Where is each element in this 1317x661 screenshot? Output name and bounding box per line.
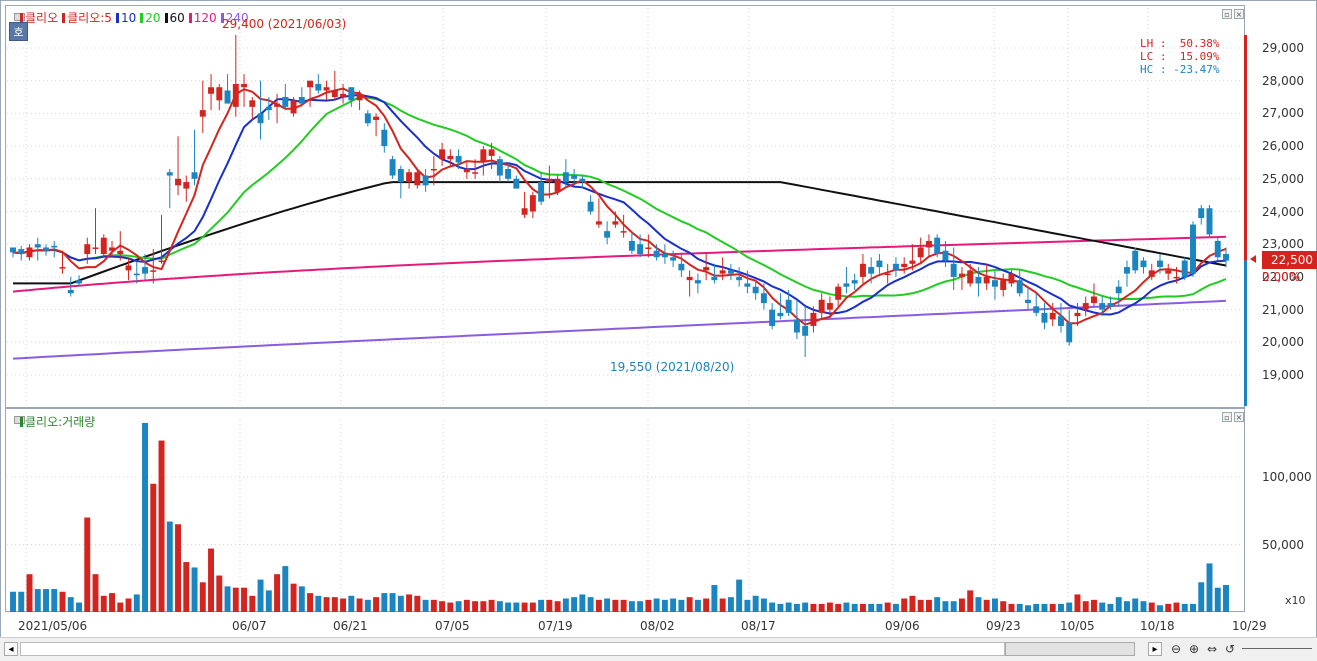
legend-marker-icon <box>164 13 168 23</box>
legend-item[interactable]: 240 <box>220 11 249 25</box>
legend-item[interactable]: 60 <box>164 11 185 25</box>
price-tick-label: 28,000 <box>1262 73 1304 88</box>
price-tick-label: 22,000 <box>1262 269 1304 284</box>
date-tick-label: 10/05 <box>1060 619 1095 633</box>
current-change-label: 0.00% <box>1262 270 1301 284</box>
date-tick-label: 07/19 <box>538 619 573 633</box>
price-tick-label: 29,000 <box>1262 41 1304 55</box>
fit-icon[interactable]: ⇔ <box>1206 642 1218 656</box>
legend-item[interactable]: 클리오:5 <box>62 11 112 25</box>
price-chart-pane[interactable]: 클리오 클리오:5 10 20 60 120 240 ▫ × <box>5 5 1245 408</box>
legend-marker-icon <box>20 13 23 23</box>
reset-icon[interactable]: ↺ <box>1224 642 1236 656</box>
legend-marker-icon <box>140 13 144 23</box>
date-tick-label: 10/18 <box>1140 619 1175 633</box>
zoom-in-icon[interactable]: ⊕ <box>1188 642 1200 656</box>
legend-marker-icon <box>220 13 224 23</box>
scroll-track[interactable] <box>20 642 1005 656</box>
legend-label: 240 <box>225 11 249 25</box>
price-tick-label: 20,000 <box>1262 335 1304 350</box>
scroll-left-icon[interactable]: ◂ <box>4 642 18 656</box>
stat-lh: LH : 50.38% <box>1140 37 1220 50</box>
legend-label: 20 <box>145 11 161 25</box>
date-tick-label: 08/02 <box>640 619 675 633</box>
pane-menu-icon[interactable] <box>14 13 25 21</box>
legend-label: 클리오 <box>25 11 59 25</box>
zoom-out-icon[interactable]: ⊖ <box>1170 642 1182 656</box>
legend-item[interactable]: 120 <box>188 11 217 25</box>
zoom-slider[interactable] <box>1242 648 1312 649</box>
date-tick-label: 08/17 <box>741 619 776 633</box>
close-icon[interactable]: × <box>1234 412 1244 422</box>
stat-hc: HC : -23.47% <box>1140 63 1220 76</box>
stat-lc: LC : 15.09% <box>1140 50 1220 63</box>
high-annotation: 29,400 (2021/06/03) <box>222 17 347 31</box>
volume-label: 클리오:거래량 <box>25 415 96 429</box>
legend-item[interactable]: 10 <box>115 11 137 25</box>
legend-label: 10 <box>120 11 137 25</box>
date-tick-label: 09/23 <box>986 619 1021 633</box>
legend-marker-icon <box>115 13 119 23</box>
price-tick-label: 26,000 <box>1262 139 1304 154</box>
range-stats: LH : 50.38% LC : 15.09% HC : -23.47% <box>1140 37 1219 76</box>
price-tick-label: 25,000 <box>1262 171 1304 186</box>
date-tick-label: 06/07 <box>232 619 267 633</box>
date-tick-label: 07/05 <box>435 619 470 633</box>
price-legend: 클리오 클리오:5 10 20 60 120 240 <box>20 9 253 26</box>
volume-unit-label: x10 <box>1285 594 1306 607</box>
legend-label: 60 <box>169 11 185 25</box>
low-annotation: 19,550 (2021/08/20) <box>610 360 735 374</box>
legend-label: 120 <box>193 11 217 25</box>
horizontal-scrollbar[interactable]: ◂ ▸ <box>0 637 1317 661</box>
volume-chart-pane[interactable]: 클리오:거래량 ▫ × <box>5 408 1245 612</box>
scroll-thumb[interactable] <box>1005 642 1135 656</box>
close-icon[interactable]: × <box>1234 9 1244 19</box>
volume-tick-label: 100,000 <box>1262 470 1312 484</box>
legend-item[interactable]: 클리오 <box>20 11 58 25</box>
current-price-label: 22,500 <box>1262 251 1317 269</box>
date-tick-label: 2021/05/06 <box>18 619 88 633</box>
price-tick-label: 21,000 <box>1262 302 1304 317</box>
pane-menu-icon[interactable] <box>14 416 25 424</box>
volume-tick-label: 50,000 <box>1262 537 1304 552</box>
legend-item[interactable]: 20 <box>140 11 161 25</box>
price-tick-label: 27,000 <box>1262 106 1304 121</box>
volume-legend: 클리오:거래량 <box>20 413 99 430</box>
date-tick-label: 10/29 <box>1232 619 1267 633</box>
maximize-icon[interactable]: ▫ <box>1222 412 1232 422</box>
date-tick-label: 09/06 <box>885 619 920 633</box>
date-tick-label: 06/21 <box>333 619 368 633</box>
volume-marker-icon <box>20 417 23 427</box>
maximize-icon[interactable]: ▫ <box>1222 9 1232 19</box>
legend-marker-icon <box>62 13 66 23</box>
scroll-right-icon[interactable]: ▸ <box>1148 642 1162 656</box>
price-tick-label: 24,000 <box>1262 204 1304 219</box>
price-tick-label: 23,000 <box>1262 237 1304 252</box>
legend-label: 클리오:5 <box>67 11 112 25</box>
legend-marker-icon <box>188 13 192 23</box>
price-tick-label: 19,000 <box>1262 368 1304 382</box>
hoga-button[interactable]: 호 <box>9 22 28 41</box>
